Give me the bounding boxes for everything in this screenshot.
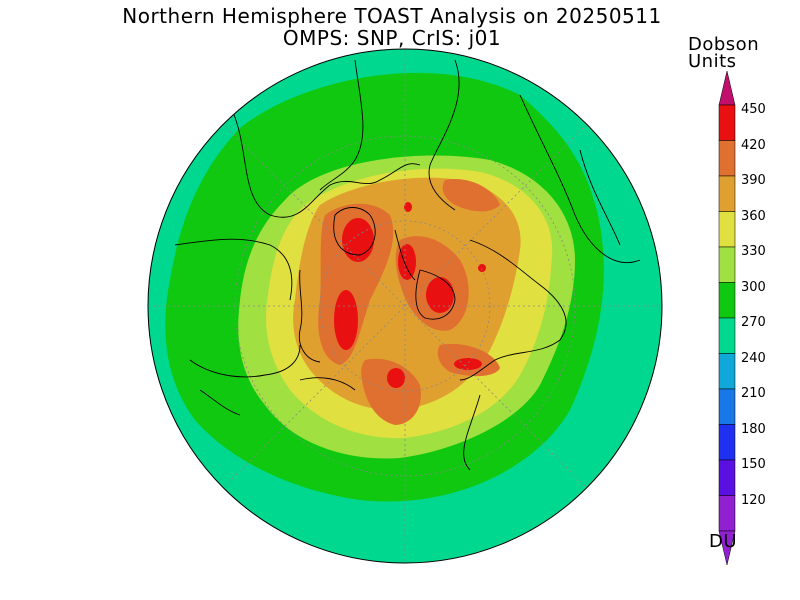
ozone-field bbox=[148, 49, 662, 563]
colorbar-tick-label: 360 bbox=[741, 208, 766, 224]
colorbar-tick-label: 330 bbox=[741, 244, 766, 259]
colorbar-tick-label: 240 bbox=[741, 350, 766, 366]
colorbar-segment bbox=[718, 495, 736, 532]
colorbar-tick-label: 210 bbox=[741, 386, 766, 401]
colorbar bbox=[718, 70, 736, 566]
colorbar-units-line1: Dobson bbox=[688, 34, 760, 55]
colorbar-segment bbox=[718, 140, 736, 177]
colorbar-units-line2: Units bbox=[688, 51, 737, 72]
colorbar-bottom-arrow bbox=[718, 530, 736, 566]
colorbar-segment bbox=[718, 317, 736, 354]
colorbar-tick-label: 150 bbox=[741, 457, 766, 472]
colorbar-segment bbox=[718, 388, 736, 425]
colorbar-segment bbox=[718, 459, 736, 496]
colorbar-tick-label: 390 bbox=[741, 173, 766, 188]
globe-outline bbox=[147, 48, 663, 564]
colorbar-tick-label: 300 bbox=[741, 279, 766, 295]
colorbar-segment bbox=[718, 104, 736, 141]
ozone-band-420 bbox=[334, 202, 486, 388]
coastlines bbox=[174, 59, 641, 471]
colorbar-segment bbox=[718, 424, 736, 461]
colorbar-tick-label: 180 bbox=[741, 421, 766, 437]
map-title: Northern Hemisphere TOAST Analysis on 20… bbox=[122, 4, 662, 28]
colorbar-segment bbox=[718, 175, 736, 212]
colorbar-tick-label: 270 bbox=[741, 315, 766, 330]
colorbar-segment bbox=[718, 211, 736, 248]
colorbar-top-arrow bbox=[718, 70, 736, 106]
colorbar-segment bbox=[718, 246, 736, 283]
colorbar-segment bbox=[718, 353, 736, 390]
colorbar-tick-label: 420 bbox=[741, 137, 766, 153]
colorbar-tick-label: 120 bbox=[741, 492, 766, 508]
map-subtitle: OMPS: SNP, CrIS: j01 bbox=[282, 26, 502, 50]
colorbar-footer-label: DU bbox=[709, 531, 738, 552]
colorbar-tick-label: 450 bbox=[741, 102, 766, 117]
graticule bbox=[148, 49, 662, 563]
colorbar-segment bbox=[718, 282, 736, 319]
